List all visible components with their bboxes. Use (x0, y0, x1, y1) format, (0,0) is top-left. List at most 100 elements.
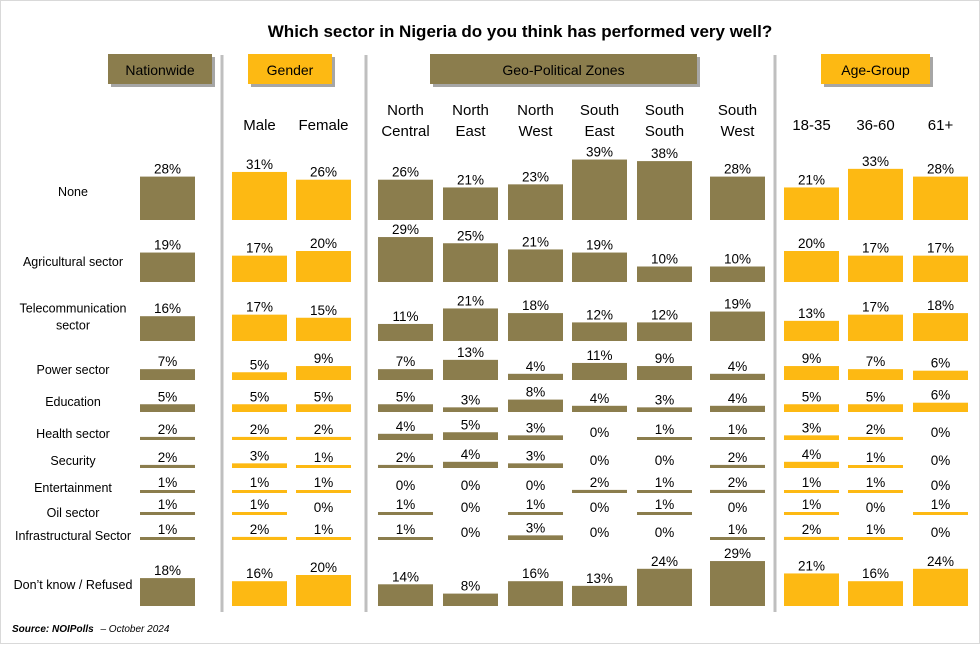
chart-title: Which sector in Nigeria do you think has… (268, 22, 772, 41)
bar-18-35-education (784, 404, 839, 412)
data-label-18-35-infrastructural-sector: 2% (802, 522, 822, 537)
bar-61-telecommunication-sector (913, 313, 968, 341)
bar-female-education (296, 404, 351, 412)
data-label-61-infrastructural-sector: 0% (931, 525, 951, 540)
data-label-female-telecommunication-sector: 15% (310, 303, 337, 318)
bar-north-central-security (378, 464, 433, 468)
source-note: Source: NOIPolls – October 2024 (12, 624, 170, 635)
data-label-female-none: 26% (310, 165, 337, 180)
bar-36-60-security (848, 465, 903, 468)
bar-female-power-sector (296, 366, 351, 380)
data-label-south-west-oil-sector: 0% (728, 500, 748, 515)
data-label-south-east-none: 39% (586, 145, 613, 160)
bar-male-entertainment (232, 490, 287, 493)
bar-north-east-don-t-know-refused (443, 593, 498, 606)
bar-south-west-agricultural-sector (710, 266, 765, 282)
bar-18-35-telecommunication-sector (784, 320, 839, 341)
group-header-box-nationwide (108, 54, 212, 84)
column-header-south-west-line-2: West (721, 123, 756, 140)
bar-north-west-agricultural-sector (508, 249, 563, 282)
data-label-61-telecommunication-sector: 18% (927, 298, 954, 313)
column-header-south-east-line-2: East (584, 123, 615, 140)
data-label-61-oil-sector: 1% (931, 497, 951, 512)
bar-south-west-telecommunication-sector (710, 311, 765, 341)
data-label-south-south-none: 38% (651, 146, 678, 161)
bar-north-east-power-sector (443, 359, 498, 380)
bar-south-south-power-sector (637, 366, 692, 380)
data-label-36-60-power-sector: 7% (866, 354, 886, 369)
bar-61-none (913, 176, 968, 220)
group-header-box-gender (248, 54, 332, 84)
bar-south-west-entertainment (710, 489, 765, 493)
data-label-south-east-oil-sector: 0% (590, 500, 610, 515)
data-label-18-35-none: 21% (798, 172, 825, 187)
data-label-north-east-infrastructural-sector: 0% (461, 525, 481, 540)
bar-south-east-agricultural-sector (572, 252, 627, 282)
data-label-18-35-agricultural-sector: 20% (798, 236, 825, 251)
bar-18-35-oil-sector (784, 512, 839, 515)
data-label-north-central-power-sector: 7% (396, 354, 416, 369)
bar-south-south-agricultural-sector (637, 266, 692, 282)
data-label-north-west-health-sector: 3% (526, 420, 546, 435)
bar-61-oil-sector (913, 512, 968, 515)
data-label-north-west-infrastructural-sector: 3% (526, 520, 546, 535)
data-label-north-west-none: 23% (522, 169, 549, 184)
bar-north-east-health-sector (443, 432, 498, 440)
bar-nationwide-telecommunication-sector (140, 316, 195, 341)
bar-female-entertainment (296, 490, 351, 493)
data-label-north-east-education: 3% (461, 392, 481, 407)
bar-north-west-oil-sector (508, 512, 563, 515)
column-header-north-west-line-1: North (517, 102, 554, 119)
data-label-north-west-entertainment: 0% (526, 478, 546, 493)
data-label-61-education: 6% (931, 388, 951, 403)
data-label-nationwide-security: 2% (158, 450, 178, 465)
data-label-south-east-education: 4% (590, 391, 610, 406)
data-label-male-infrastructural-sector: 2% (250, 522, 270, 537)
data-label-nationwide-infrastructural-sector: 1% (158, 522, 178, 537)
data-label-north-east-don-t-know-refused: 8% (461, 579, 481, 594)
data-label-south-west-health-sector: 1% (728, 422, 748, 437)
data-label-north-east-power-sector: 13% (457, 345, 484, 360)
bar-nationwide-education (140, 404, 195, 412)
data-label-south-south-oil-sector: 1% (655, 497, 675, 512)
data-label-male-security: 3% (250, 448, 270, 463)
data-label-female-health-sector: 2% (314, 422, 334, 437)
bar-18-35-health-sector (784, 435, 839, 440)
data-label-north-west-telecommunication-sector: 18% (522, 298, 549, 313)
data-label-north-central-telecommunication-sector: 11% (392, 309, 418, 324)
bar-south-west-health-sector (710, 437, 765, 440)
bar-nationwide-infrastructural-sector (140, 537, 195, 540)
data-label-36-60-don-t-know-refused: 16% (862, 566, 889, 581)
column-header-61: 61+ (928, 117, 954, 134)
data-label-south-west-telecommunication-sector: 19% (724, 297, 751, 312)
bar-61-don-t-know-refused (913, 568, 968, 606)
data-label-north-central-entertainment: 0% (396, 478, 416, 493)
data-label-18-35-power-sector: 9% (802, 351, 822, 366)
data-label-south-west-agricultural-sector: 10% (724, 252, 751, 267)
data-label-male-entertainment: 1% (250, 475, 270, 490)
group-dividers (220, 55, 777, 612)
bar-marks (140, 159, 968, 606)
bar-south-east-none (572, 159, 627, 220)
data-label-61-power-sector: 6% (931, 356, 951, 371)
bar-north-central-none (378, 179, 433, 220)
data-label-north-central-health-sector: 4% (396, 419, 416, 434)
bar-male-power-sector (232, 372, 287, 380)
data-label-nationwide-health-sector: 2% (158, 422, 178, 437)
bar-36-60-don-t-know-refused (848, 581, 903, 606)
bar-female-don-t-know-refused (296, 575, 351, 606)
data-label-north-east-oil-sector: 0% (461, 500, 481, 515)
data-label-nationwide-don-t-know-refused: 18% (154, 563, 181, 578)
bar-61-education (913, 402, 968, 412)
bar-south-west-education (710, 405, 765, 412)
data-label-north-east-none: 21% (457, 172, 484, 187)
data-label-north-west-security: 3% (526, 448, 546, 463)
category-labels: None Agricultural sector Telecommunication… (14, 185, 133, 592)
category-label-education: Education (45, 395, 101, 409)
data-label-south-west-education: 4% (728, 391, 748, 406)
bar-36-60-none (848, 168, 903, 220)
data-label-36-60-agricultural-sector: 17% (862, 241, 889, 256)
group-header-label-nationwide: Nationwide (125, 62, 194, 78)
bar-36-60-infrastructural-sector (848, 537, 903, 540)
data-label-female-agricultural-sector: 20% (310, 236, 337, 251)
